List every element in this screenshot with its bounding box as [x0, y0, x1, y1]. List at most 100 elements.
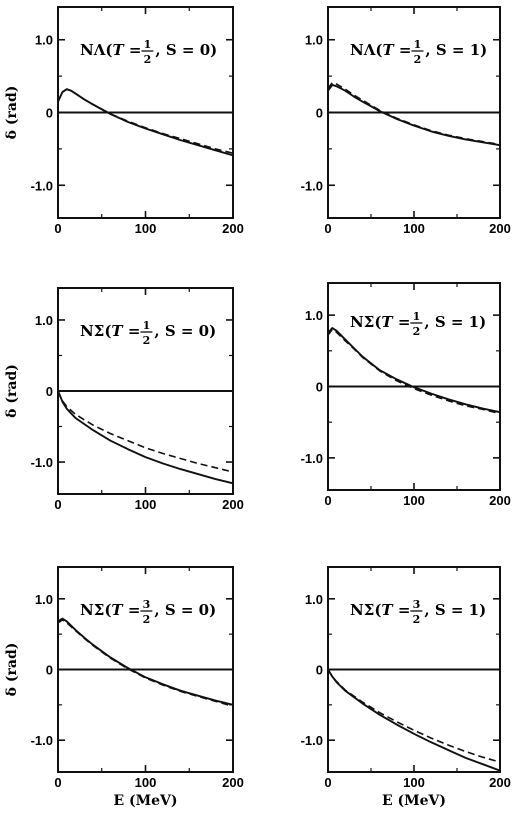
x-tick-label: 200	[489, 775, 511, 790]
x-tick-label: 100	[135, 775, 157, 790]
y-tick-label: -1.0	[301, 733, 323, 748]
solid-curve	[327, 327, 501, 414]
y-tick-label: 1.0	[305, 33, 323, 48]
x-tick-label: 200	[222, 221, 244, 236]
title-t-symbol: T	[111, 601, 124, 619]
title-fraction-denominator: 2	[413, 325, 421, 338]
x-tick-label: 100	[403, 775, 425, 790]
solid-curve	[327, 83, 501, 147]
title-fraction-numerator: 3	[413, 598, 421, 611]
panel-title: NΛ(T = 1 2 , S = 0)	[80, 38, 217, 66]
panel-bottom-right: 0 100 200 1.0 0 -1.0 E (MeV) NΣ(T = 3 2 , S = 1)	[301, 566, 511, 809]
title-prefix: NΣ(T =	[350, 313, 410, 331]
panel-title: NΣ(T = 3 2 , S = 1)	[350, 598, 486, 626]
title-equals: =	[123, 322, 141, 340]
title-equals: =	[393, 601, 411, 619]
title-suffix: , S = 0)	[155, 41, 217, 59]
title-t-symbol: T	[112, 41, 125, 59]
title-fraction-numerator: 1	[143, 319, 151, 332]
y-tick-label: -1.0	[301, 178, 323, 193]
panel-title: NΣ(T = 1 2 , S = 0)	[80, 319, 216, 347]
title-t-symbol: T	[111, 322, 124, 340]
title-prefix: NΣ(T =	[80, 601, 140, 619]
title-fraction-denominator: 2	[143, 334, 151, 347]
y-tick-label: 0	[316, 106, 323, 121]
panel-top-left: 0 100 200 1.0 0 -1.0 δ (rad) NΛ(T = 1 2 , S = 0)	[4, 6, 244, 236]
y-axis-label: δ (rad)	[4, 643, 20, 697]
y-tick-label: 0	[46, 663, 53, 678]
y-tick-label: 0	[316, 380, 323, 395]
x-tick-label: 100	[135, 497, 157, 512]
x-tick-label: 0	[54, 497, 61, 512]
solid-curve	[57, 617, 234, 706]
y-tick-label: -1.0	[31, 455, 53, 470]
x-tick-label: 200	[222, 497, 244, 512]
title-suffix: , S = 1)	[424, 313, 486, 331]
title-prefix: NΣ(T =	[350, 601, 410, 619]
panel-title: NΣ(T = 1 2 , S = 1)	[350, 310, 486, 338]
x-tick-label: 0	[54, 775, 61, 790]
solid-curve	[327, 669, 501, 772]
y-tick-label: 1.0	[35, 313, 53, 328]
x-tick-label: 0	[54, 221, 61, 236]
title-fraction-numerator: 1	[414, 38, 422, 51]
panel-title: NΣ(T = 3 2 , S = 0)	[80, 598, 216, 626]
title-equals: =	[124, 41, 142, 59]
y-tick-label: 1.0	[305, 308, 323, 323]
title-t-symbol: T	[381, 601, 394, 619]
x-tick-label: 100	[135, 221, 157, 236]
x-axis-label: E (MeV)	[382, 793, 446, 809]
y-tick-label: 1.0	[305, 592, 323, 607]
title-prefix: NΛ(T =	[350, 41, 411, 59]
title-fraction-denominator: 2	[144, 53, 152, 66]
dashed-curve	[327, 81, 501, 146]
title-equals: =	[393, 313, 411, 331]
y-tick-label: 0	[46, 384, 53, 399]
title-suffix: , S = 1)	[424, 601, 486, 619]
title-prefix: NΛ(T =	[80, 41, 141, 59]
solid-curve	[57, 390, 234, 485]
title-fraction-denominator: 2	[413, 613, 421, 626]
x-tick-label: 0	[324, 493, 331, 508]
y-tick-label: 0	[316, 663, 323, 678]
y-axis-label: δ (rad)	[4, 364, 20, 418]
title-t-symbol: T	[381, 313, 394, 331]
dashed-curve	[327, 669, 501, 763]
title-fraction-numerator: 1	[144, 38, 152, 51]
x-axis-label: E (MeV)	[113, 793, 177, 809]
title-fraction-denominator: 2	[143, 613, 151, 626]
title-suffix: , S = 1)	[425, 41, 487, 59]
x-tick-label: 100	[403, 493, 425, 508]
panel-middle-right: 0 100 200 1.0 0 -1.0 NΣ(T = 1 2 , S = 1)	[301, 282, 511, 508]
dashed-curve	[57, 390, 234, 473]
title-fraction-numerator: 3	[143, 598, 151, 611]
title-equals: =	[123, 601, 141, 619]
panel-top-right: 0 100 200 1.0 0 -1.0 NΛ(T = 1 2 , S = 1)	[301, 6, 511, 236]
panel-title: NΛ(T = 1 2 , S = 1)	[350, 38, 487, 66]
title-t-symbol: T	[382, 41, 395, 59]
dashed-curve	[327, 328, 501, 415]
x-tick-label: 200	[489, 493, 511, 508]
y-tick-label: 1.0	[35, 592, 53, 607]
title-fraction-numerator: 1	[413, 310, 421, 323]
title-equals: =	[394, 41, 412, 59]
panel-middle-left: 0 100 200 1.0 0 -1.0 δ (rad) NΣ(T = 1 2 , S = 0)	[4, 287, 244, 512]
panel-bottom-left: 0 100 200 1.0 0 -1.0 δ (rad) E (MeV) NΣ(T = 3 2 ,…	[4, 566, 244, 809]
x-tick-label: 200	[222, 775, 244, 790]
y-tick-label: 1.0	[35, 33, 53, 48]
x-tick-label: 0	[324, 775, 331, 790]
title-fraction-denominator: 2	[414, 53, 422, 66]
y-axis-label: δ (rad)	[4, 86, 20, 140]
x-tick-label: 0	[324, 221, 331, 236]
x-tick-label: 100	[403, 221, 425, 236]
y-tick-label: -1.0	[301, 451, 323, 466]
y-tick-label: -1.0	[31, 733, 53, 748]
dashed-curve	[57, 88, 234, 154]
title-suffix: , S = 0)	[154, 322, 216, 340]
title-suffix: , S = 0)	[154, 601, 216, 619]
y-tick-label: -1.0	[31, 178, 53, 193]
x-tick-label: 200	[489, 221, 511, 236]
title-prefix: NΣ(T =	[80, 322, 140, 340]
dashed-curve	[57, 619, 234, 708]
